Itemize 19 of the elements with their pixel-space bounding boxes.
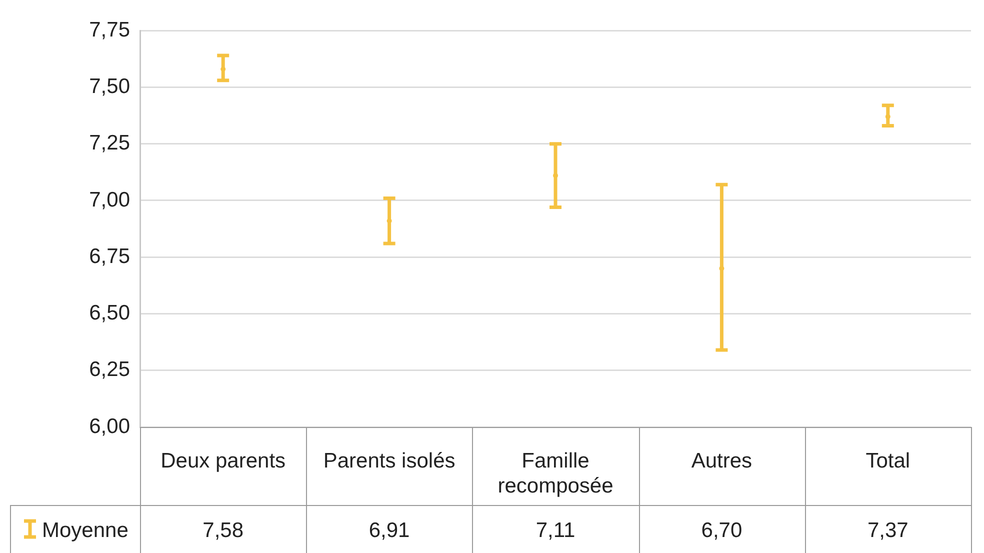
data-label: 7,37 — [867, 518, 908, 542]
x-tick-label: Deux parents — [160, 449, 286, 472]
y-tick-label: 6,00 — [89, 414, 130, 438]
x-tick-label: Autres — [691, 449, 752, 472]
data-label: 6,91 — [368, 518, 410, 542]
y-tick-label: 7,00 — [89, 188, 130, 212]
x-tick-label: Total — [866, 449, 910, 472]
y-tick-label: 7,50 — [89, 75, 130, 98]
x-tick-label: Famille recomposée — [498, 449, 614, 498]
data-label: 6,70 — [701, 518, 742, 542]
y-tick-label: 6,75 — [89, 244, 130, 268]
x-tick-label: Parents isolés — [323, 449, 456, 472]
y-tick-label: 7,75 — [89, 18, 130, 42]
data-label: 7,11 — [536, 518, 576, 542]
y-tick-label: 6,25 — [89, 358, 130, 382]
legend-label: Moyenne — [42, 518, 128, 542]
y-tick-label: 7,25 — [89, 132, 130, 155]
y-tick-label: 6,50 — [89, 302, 130, 325]
data-label: 7,58 — [202, 518, 244, 542]
